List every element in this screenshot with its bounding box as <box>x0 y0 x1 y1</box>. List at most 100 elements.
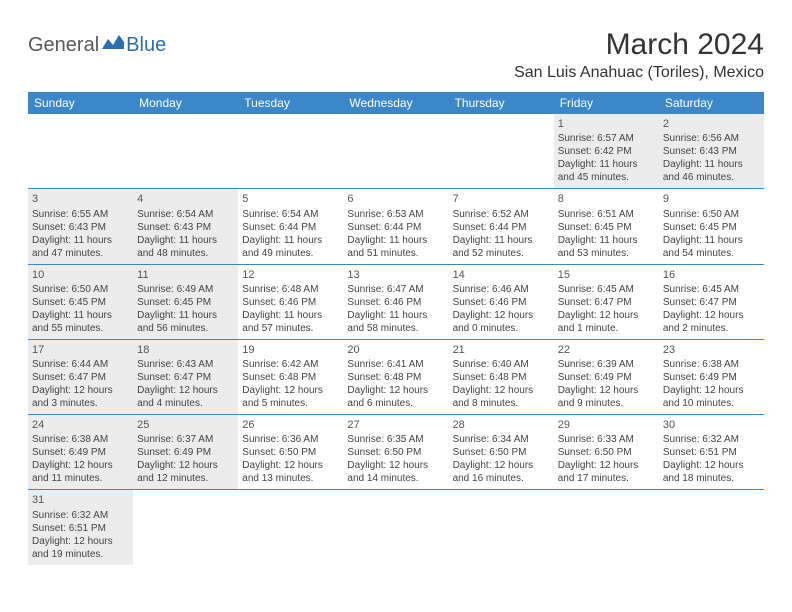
day-cell: 8Sunrise: 6:51 AMSunset: 6:45 PMDaylight… <box>554 189 659 263</box>
day-cell <box>343 114 448 188</box>
day-number: 24 <box>32 418 129 432</box>
day-header-row: SundayMondayTuesdayWednesdayThursdayFrid… <box>28 92 764 114</box>
day-number: 13 <box>347 268 444 282</box>
month-title: March 2024 <box>514 28 764 62</box>
day-detail-line: Sunrise: 6:36 AM <box>242 433 339 446</box>
day-number: 4 <box>137 192 234 206</box>
day-cell: 25Sunrise: 6:37 AMSunset: 6:49 PMDayligh… <box>133 415 238 489</box>
day-cell <box>28 114 133 188</box>
day-cell <box>133 114 238 188</box>
day-detail-line: Daylight: 12 hours and 1 minute. <box>558 309 655 335</box>
day-detail-line: Sunset: 6:49 PM <box>558 371 655 384</box>
day-detail-line: Daylight: 12 hours and 17 minutes. <box>558 459 655 485</box>
day-cell <box>238 114 343 188</box>
day-number: 1 <box>558 117 655 131</box>
day-cell: 28Sunrise: 6:34 AMSunset: 6:50 PMDayligh… <box>449 415 554 489</box>
day-detail-line: Sunrise: 6:47 AM <box>347 283 444 296</box>
day-cell: 18Sunrise: 6:43 AMSunset: 6:47 PMDayligh… <box>133 340 238 414</box>
day-detail-line: Sunset: 6:47 PM <box>558 296 655 309</box>
calendar: SundayMondayTuesdayWednesdayThursdayFrid… <box>28 92 764 565</box>
day-cell: 30Sunrise: 6:32 AMSunset: 6:51 PMDayligh… <box>659 415 764 489</box>
day-detail-line: Sunset: 6:45 PM <box>663 221 760 234</box>
day-cell: 22Sunrise: 6:39 AMSunset: 6:49 PMDayligh… <box>554 340 659 414</box>
day-detail-line: Sunrise: 6:45 AM <box>663 283 760 296</box>
day-header-cell: Thursday <box>449 92 554 114</box>
title-block: March 2024 San Luis Anahuac (Toriles), M… <box>514 28 764 82</box>
day-detail-line: Sunrise: 6:32 AM <box>32 509 129 522</box>
day-detail-line: Daylight: 11 hours and 51 minutes. <box>347 234 444 260</box>
day-detail-line: Sunset: 6:48 PM <box>242 371 339 384</box>
day-detail-line: Sunrise: 6:35 AM <box>347 433 444 446</box>
day-number: 15 <box>558 268 655 282</box>
day-number: 9 <box>663 192 760 206</box>
day-number: 19 <box>242 343 339 357</box>
day-detail-line: Sunrise: 6:51 AM <box>558 208 655 221</box>
day-detail-line: Sunrise: 6:48 AM <box>242 283 339 296</box>
weeks-container: 1Sunrise: 6:57 AMSunset: 6:42 PMDaylight… <box>28 114 764 565</box>
day-cell <box>659 490 764 564</box>
day-cell: 23Sunrise: 6:38 AMSunset: 6:49 PMDayligh… <box>659 340 764 414</box>
day-detail-line: Sunset: 6:43 PM <box>32 221 129 234</box>
day-cell: 24Sunrise: 6:38 AMSunset: 6:49 PMDayligh… <box>28 415 133 489</box>
day-detail-line: Sunrise: 6:55 AM <box>32 208 129 221</box>
day-header-cell: Monday <box>133 92 238 114</box>
day-detail-line: Daylight: 12 hours and 9 minutes. <box>558 384 655 410</box>
day-number: 12 <box>242 268 339 282</box>
day-header-cell: Wednesday <box>343 92 448 114</box>
day-detail-line: Sunset: 6:50 PM <box>558 446 655 459</box>
day-detail-line: Daylight: 12 hours and 5 minutes. <box>242 384 339 410</box>
day-detail-line: Daylight: 11 hours and 48 minutes. <box>137 234 234 260</box>
day-cell: 12Sunrise: 6:48 AMSunset: 6:46 PMDayligh… <box>238 265 343 339</box>
day-detail-line: Daylight: 11 hours and 46 minutes. <box>663 158 760 184</box>
day-cell: 14Sunrise: 6:46 AMSunset: 6:46 PMDayligh… <box>449 265 554 339</box>
day-detail-line: Sunset: 6:44 PM <box>453 221 550 234</box>
day-detail-line: Sunset: 6:48 PM <box>453 371 550 384</box>
day-detail-line: Sunrise: 6:54 AM <box>137 208 234 221</box>
day-detail-line: Sunset: 6:45 PM <box>558 221 655 234</box>
location: San Luis Anahuac (Toriles), Mexico <box>514 64 764 82</box>
day-detail-line: Sunset: 6:48 PM <box>347 371 444 384</box>
logo-text-general: General <box>28 34 99 57</box>
day-detail-line: Sunrise: 6:39 AM <box>558 358 655 371</box>
day-detail-line: Daylight: 11 hours and 52 minutes. <box>453 234 550 260</box>
day-detail-line: Daylight: 12 hours and 16 minutes. <box>453 459 550 485</box>
day-detail-line: Daylight: 12 hours and 2 minutes. <box>663 309 760 335</box>
day-detail-line: Sunrise: 6:50 AM <box>32 283 129 296</box>
day-cell <box>133 490 238 564</box>
day-cell: 19Sunrise: 6:42 AMSunset: 6:48 PMDayligh… <box>238 340 343 414</box>
day-detail-line: Daylight: 11 hours and 53 minutes. <box>558 234 655 260</box>
day-detail-line: Sunrise: 6:54 AM <box>242 208 339 221</box>
day-detail-line: Sunset: 6:50 PM <box>453 446 550 459</box>
day-detail-line: Sunset: 6:44 PM <box>242 221 339 234</box>
day-cell <box>449 114 554 188</box>
day-cell: 26Sunrise: 6:36 AMSunset: 6:50 PMDayligh… <box>238 415 343 489</box>
day-detail-line: Daylight: 11 hours and 54 minutes. <box>663 234 760 260</box>
day-cell: 1Sunrise: 6:57 AMSunset: 6:42 PMDaylight… <box>554 114 659 188</box>
day-cell: 2Sunrise: 6:56 AMSunset: 6:43 PMDaylight… <box>659 114 764 188</box>
day-detail-line: Sunrise: 6:34 AM <box>453 433 550 446</box>
day-detail-line: Sunset: 6:51 PM <box>32 522 129 535</box>
day-number: 26 <box>242 418 339 432</box>
day-number: 23 <box>663 343 760 357</box>
day-detail-line: Sunrise: 6:40 AM <box>453 358 550 371</box>
day-detail-line: Daylight: 12 hours and 3 minutes. <box>32 384 129 410</box>
day-number: 3 <box>32 192 129 206</box>
day-detail-line: Daylight: 11 hours and 45 minutes. <box>558 158 655 184</box>
day-detail-line: Sunrise: 6:38 AM <box>663 358 760 371</box>
day-cell: 9Sunrise: 6:50 AMSunset: 6:45 PMDaylight… <box>659 189 764 263</box>
day-cell: 31Sunrise: 6:32 AMSunset: 6:51 PMDayligh… <box>28 490 133 564</box>
day-detail-line: Sunset: 6:51 PM <box>663 446 760 459</box>
day-cell: 15Sunrise: 6:45 AMSunset: 6:47 PMDayligh… <box>554 265 659 339</box>
day-detail-line: Sunrise: 6:32 AM <box>663 433 760 446</box>
day-number: 18 <box>137 343 234 357</box>
day-detail-line: Sunset: 6:49 PM <box>663 371 760 384</box>
day-detail-line: Sunrise: 6:43 AM <box>137 358 234 371</box>
day-detail-line: Sunrise: 6:53 AM <box>347 208 444 221</box>
day-detail-line: Daylight: 12 hours and 18 minutes. <box>663 459 760 485</box>
week-row: 17Sunrise: 6:44 AMSunset: 6:47 PMDayligh… <box>28 340 764 415</box>
day-cell: 13Sunrise: 6:47 AMSunset: 6:46 PMDayligh… <box>343 265 448 339</box>
day-detail-line: Sunrise: 6:52 AM <box>453 208 550 221</box>
day-detail-line: Sunrise: 6:42 AM <box>242 358 339 371</box>
day-number: 20 <box>347 343 444 357</box>
day-cell: 29Sunrise: 6:33 AMSunset: 6:50 PMDayligh… <box>554 415 659 489</box>
